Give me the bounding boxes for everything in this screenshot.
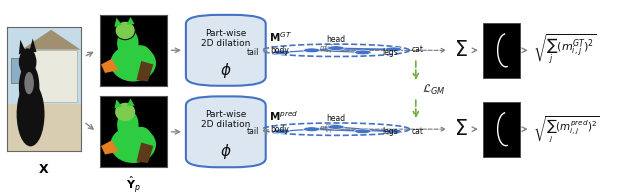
Circle shape <box>385 129 402 134</box>
Text: $\sqrt{\sum_j(m_{i,j}^{GT})^2}$: $\sqrt{\sum_j(m_{i,j}^{GT})^2}$ <box>532 33 596 67</box>
Text: cat: cat <box>412 127 423 136</box>
Circle shape <box>355 129 371 134</box>
Text: $m_{i,j}^{GT}$: $m_{i,j}^{GT}$ <box>319 42 335 57</box>
Text: Part-wise
2D dilation: Part-wise 2D dilation <box>201 28 250 48</box>
FancyBboxPatch shape <box>186 15 266 86</box>
Circle shape <box>303 48 320 53</box>
Text: tail: tail <box>247 48 259 57</box>
Text: Part-wise
2D dilation: Part-wise 2D dilation <box>201 110 250 129</box>
Text: tail: tail <box>247 127 259 136</box>
Text: $\mathbf{M}^{pred}$: $\mathbf{M}^{pred}$ <box>269 109 298 123</box>
Text: body: body <box>271 46 289 55</box>
Text: head: head <box>326 35 346 44</box>
Circle shape <box>328 125 344 129</box>
FancyBboxPatch shape <box>483 102 520 157</box>
Text: $\Sigma$: $\Sigma$ <box>454 119 467 139</box>
Circle shape <box>273 129 290 134</box>
Text: $\hat{\mathbf{Y}}_p$: $\hat{\mathbf{Y}}_p$ <box>126 175 141 195</box>
Text: $\sqrt{\sum_j(m_{i,j}^{pred})^2}$: $\sqrt{\sum_j(m_{i,j}^{pred})^2}$ <box>532 114 599 144</box>
Text: cat: cat <box>412 45 423 54</box>
Text: $\Sigma$: $\Sigma$ <box>454 40 467 60</box>
Text: $m_{i,j}^{pred}$: $m_{i,j}^{pred}$ <box>319 121 339 136</box>
Circle shape <box>328 46 344 51</box>
Text: $\phi$: $\phi$ <box>220 142 232 161</box>
Text: head: head <box>326 114 346 123</box>
FancyBboxPatch shape <box>483 23 520 78</box>
Text: legs: legs <box>382 127 397 136</box>
Text: $\mathbf{Y}_p$: $\mathbf{Y}_p$ <box>126 95 141 112</box>
Text: $\mathbf{X}$: $\mathbf{X}$ <box>38 163 49 176</box>
Text: body: body <box>271 125 289 134</box>
Circle shape <box>355 50 371 55</box>
Circle shape <box>303 127 320 131</box>
Text: $\phi$: $\phi$ <box>220 61 232 80</box>
FancyBboxPatch shape <box>186 96 266 167</box>
Circle shape <box>273 50 290 55</box>
Text: legs: legs <box>382 48 397 57</box>
Text: $\mathbf{M}^{GT}$: $\mathbf{M}^{GT}$ <box>269 30 292 44</box>
Circle shape <box>385 47 402 52</box>
Text: $\mathcal{L}_{GM}$: $\mathcal{L}_{GM}$ <box>422 83 445 97</box>
